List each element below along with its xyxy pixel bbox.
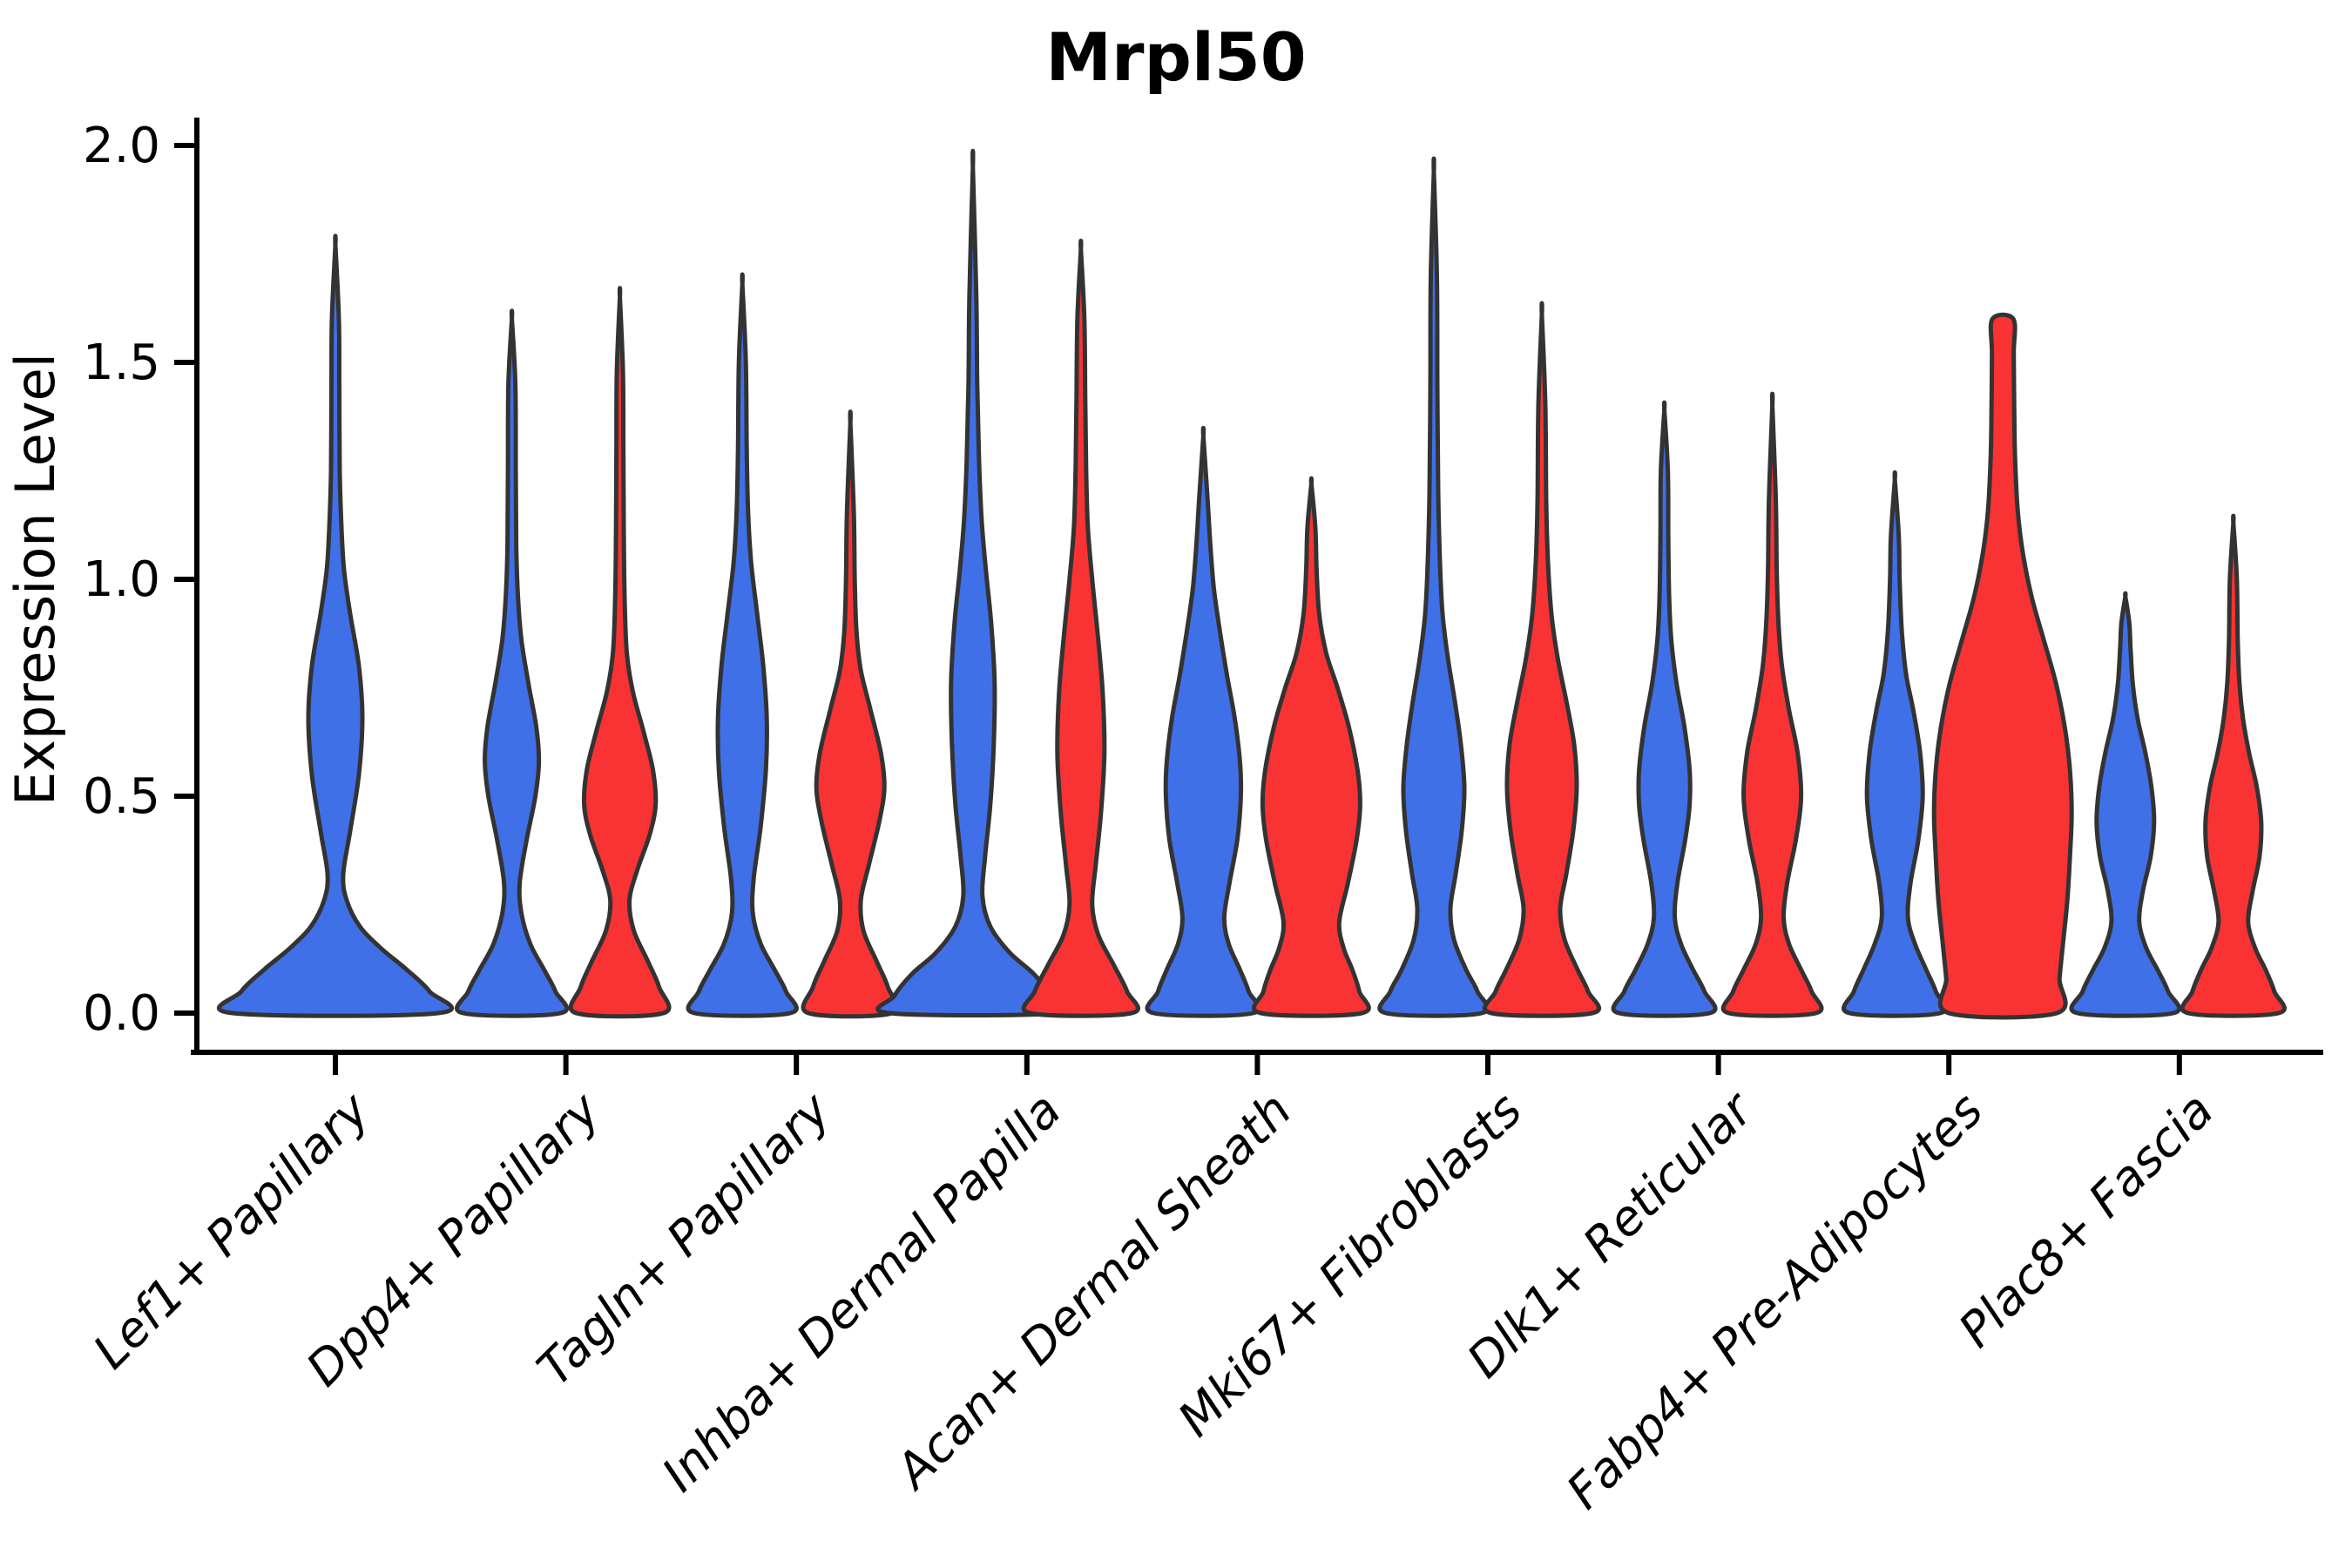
violin-tagln-red bbox=[801, 409, 900, 1019]
y-tick-label-0.5: 0.5 bbox=[83, 768, 160, 825]
y-tick-label-0.0: 0.0 bbox=[83, 985, 160, 1042]
x-tick-label-7: Fabp4+ Pre-Adipocytes bbox=[1556, 1082, 1993, 1519]
y-tick-label-2.0: 2.0 bbox=[83, 118, 160, 174]
violin-acan-red bbox=[1252, 476, 1371, 1018]
violins bbox=[216, 148, 2287, 1020]
x-tick-label-4: Acan+ Dermal Sheath bbox=[883, 1082, 1302, 1501]
y-axis-label: Expression Level bbox=[3, 353, 67, 806]
violin-dpp4-blue bbox=[455, 308, 570, 1018]
y-tick-label-1.5: 1.5 bbox=[83, 335, 160, 391]
violin-acan-blue bbox=[1145, 425, 1262, 1018]
x-tick-label-3: Inhba+ Dermal Papilla bbox=[652, 1082, 1071, 1502]
violin-tagln-blue bbox=[686, 272, 799, 1018]
violin-inhba-red bbox=[1021, 239, 1140, 1018]
violin-mki67-red bbox=[1483, 301, 1601, 1018]
violin-plac8-red bbox=[2180, 513, 2287, 1018]
violin-mki67-blue bbox=[1377, 156, 1490, 1018]
violin-fabp4-red bbox=[1931, 312, 2074, 1020]
violin-fabp4-blue bbox=[1842, 470, 1949, 1018]
violin-inhba-blue bbox=[875, 148, 1071, 1017]
violin-dlk1-red bbox=[1720, 391, 1824, 1018]
violin-dpp4-red bbox=[568, 286, 672, 1019]
chart-title: Mrpl50 bbox=[1045, 18, 1306, 96]
axes bbox=[174, 118, 2323, 1075]
y-tick-label-1.0: 1.0 bbox=[83, 551, 160, 608]
violin-plac8-blue bbox=[2069, 591, 2182, 1018]
violin-lef1-blue bbox=[216, 233, 455, 1018]
violin-dlk1-blue bbox=[1611, 400, 1718, 1018]
